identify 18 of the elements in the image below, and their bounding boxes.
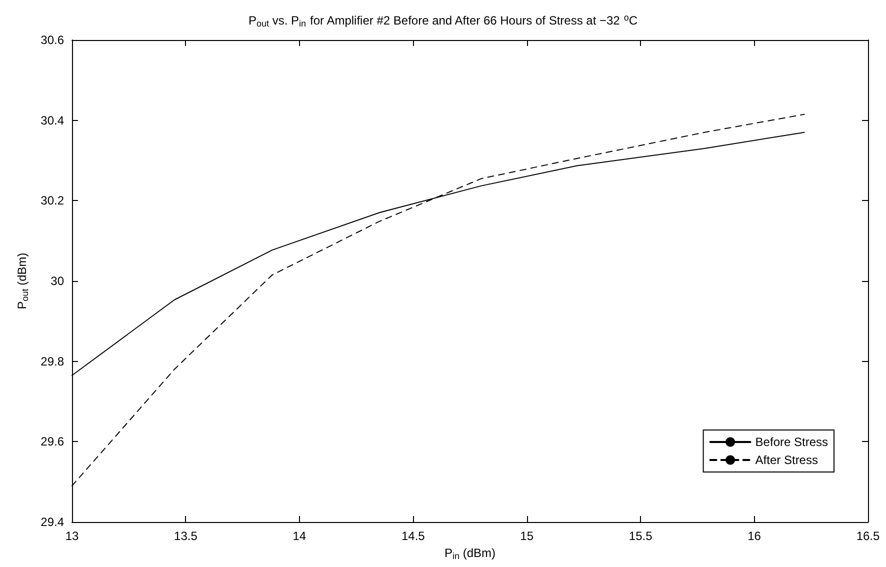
x-tick-label: 14 (292, 529, 306, 543)
y-tick-label: 29.8 (40, 354, 64, 368)
y-tick-label: 30.2 (40, 194, 64, 208)
x-tick-label: 16.5 (856, 529, 880, 543)
y-tick-label: 29.4 (40, 515, 64, 529)
x-tick-label: 13.5 (174, 529, 198, 543)
x-tick-label: 13 (65, 529, 79, 543)
y-tick-label: 30.6 (40, 33, 64, 47)
y-tick-label: 30 (50, 274, 64, 288)
y-tick-label: 30.4 (40, 113, 64, 128)
x-tick-label: 16 (748, 529, 762, 543)
y-tick-label: 29.6 (40, 434, 64, 449)
legend-label: Before Stress (755, 435, 828, 449)
y-axis-title: Pout (dBm) (15, 252, 30, 310)
legend-label: After Stress (755, 453, 818, 467)
x-tick-label: 14.5 (401, 529, 426, 543)
x-tick-label: 15 (520, 529, 534, 543)
x-tick-label: 15.5 (628, 529, 653, 543)
